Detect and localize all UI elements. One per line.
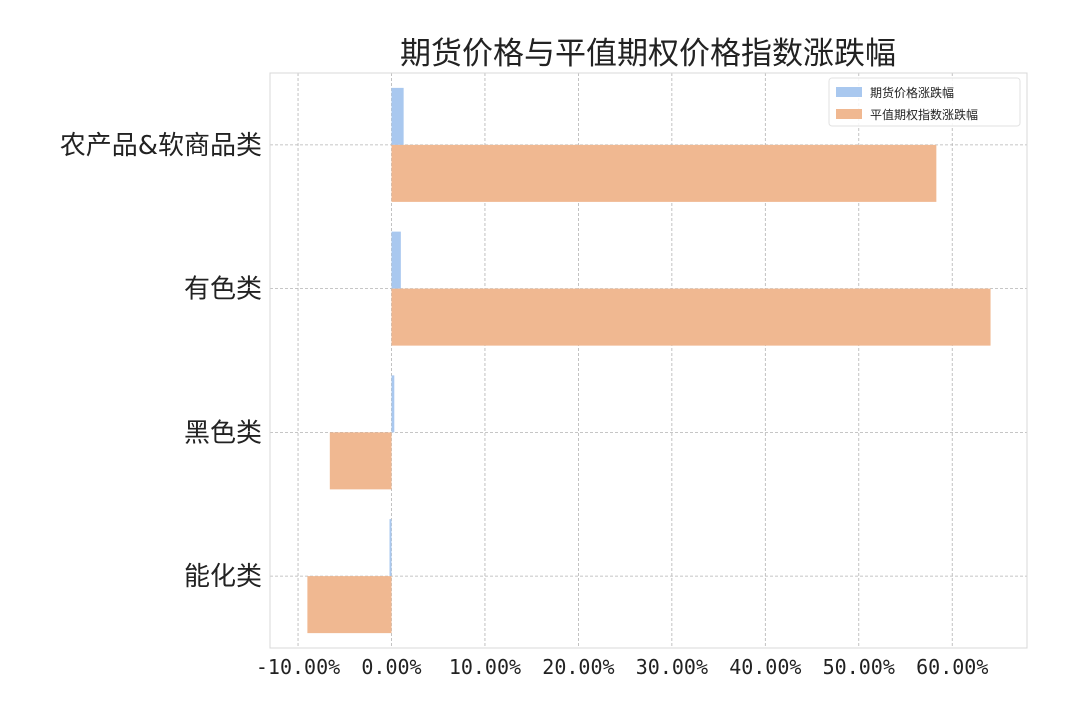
- x-tick-label: 10.00%: [449, 655, 521, 679]
- x-tick-label: 40.00%: [729, 655, 801, 679]
- x-tick-label: 30.00%: [636, 655, 708, 679]
- y-tick-label: 农产品&软商品类: [60, 131, 262, 161]
- legend-box: [828, 77, 1021, 127]
- bars: [307, 87, 991, 634]
- chart-title: 期货价格与平值期权价格指数涨跌幅: [400, 36, 896, 72]
- bar-options: [391, 288, 991, 346]
- bar-futures: [391, 375, 395, 433]
- legend-swatch-options: [836, 109, 862, 119]
- bar-futures: [389, 519, 392, 577]
- y-axis-ticks: 能化类 黑色类 有色类 农产品&软商品类: [60, 131, 262, 592]
- x-tick-label: 0.00%: [361, 655, 421, 679]
- bar-options: [391, 144, 937, 202]
- legend-swatch-futures: [836, 87, 862, 97]
- plot-area-frame: [269, 72, 1028, 649]
- bar-options: [329, 432, 392, 490]
- legend: 期货价格涨跌幅 平值期权指数涨跌幅: [828, 77, 1021, 127]
- bar-options: [307, 576, 392, 634]
- y-tick-label: 黑色类: [184, 418, 262, 448]
- legend-label-futures: 期货价格涨跌幅: [870, 85, 954, 100]
- x-tick-label: 20.00%: [542, 655, 614, 679]
- x-axis-ticks: -10.00% 0.00% 10.00% 20.00% 30.00% 40.00% 50.0…: [256, 655, 988, 679]
- bar-futures: [391, 87, 404, 145]
- bar-futures: [391, 231, 401, 289]
- x-tick-label: 50.00%: [823, 655, 895, 679]
- x-tick-label: -10.00%: [256, 655, 340, 679]
- legend-label-options: 平值期权指数涨跌幅: [870, 107, 978, 122]
- y-tick-label: 能化类: [184, 562, 262, 592]
- x-tick-label: 60.00%: [916, 655, 988, 679]
- y-tick-label: 有色类: [184, 275, 262, 305]
